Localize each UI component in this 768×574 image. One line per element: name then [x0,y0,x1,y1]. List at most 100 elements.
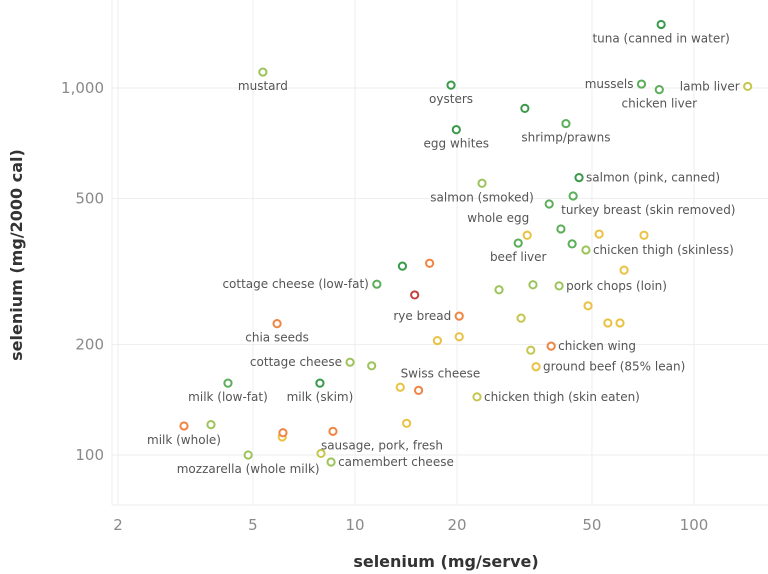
point-label: salmon (pink, canned) [586,171,720,185]
data-point [531,362,541,372]
data-point [316,448,326,459]
data-point [546,341,556,351]
point-label: chicken wing [558,339,636,353]
data-point [243,450,253,460]
y-axis-title: selenium (mg/2000 cal) [7,149,26,361]
point-label: shrimp/prawns [521,131,610,145]
data-point [743,81,753,92]
data-point [568,191,578,201]
data-point [574,172,584,183]
point-label: mozzarella (whole milk) [177,462,320,476]
data-point [206,420,216,430]
y-tick-label: 1,000 [61,79,104,97]
data-point [513,238,523,248]
data-point [451,125,461,135]
data-point [446,80,456,90]
data-point [583,301,593,311]
x-tick-label: 2 [113,516,123,534]
data-point [528,280,538,290]
y-tick-label: 100 [75,446,104,464]
data-point [654,85,664,95]
data-point [526,345,536,355]
point-label: lamb liver [680,79,740,93]
point-label: ground beef (85% lean) [543,360,685,374]
tick-labels: 2 5 10 20 50 100 100 200 500 1,000 [61,79,708,534]
data-point [326,457,336,467]
data-point [395,382,405,392]
data-point [410,290,420,300]
point-label: cottage cheese [250,355,342,369]
gridlines [111,0,768,506]
data-point [477,178,487,188]
data-point [556,224,566,234]
data-point [520,103,530,113]
data-point [179,421,189,431]
data-point [272,319,282,329]
data-point [615,318,625,328]
y-tick-label: 200 [75,336,104,354]
point-label: mustard [238,79,288,93]
data-point [561,118,571,129]
data-point [425,258,435,268]
data-point [636,79,647,89]
data-point [278,428,288,438]
data-point [603,318,613,328]
x-tick-label: 100 [680,516,709,534]
x-tick-label: 5 [248,516,258,534]
point-label: turkey breast (skin removed) [561,203,735,217]
data-point [372,279,382,289]
data-point [345,357,355,367]
data-points [179,19,753,467]
data-point [432,335,442,346]
point-label: chicken thigh (skin eaten) [484,390,640,404]
data-point [494,285,504,295]
data-point [223,378,233,388]
data-point [402,418,412,428]
data-point [544,199,554,209]
point-label: milk (whole) [147,433,221,447]
data-point [567,239,577,249]
data-point [581,245,591,255]
y-tick-label: 500 [75,189,104,207]
data-point [619,265,629,275]
data-point [328,426,338,436]
point-label: egg whites [424,137,490,151]
point-label: salmon (smoked) [430,190,534,204]
point-label: whole egg [467,211,529,225]
point-label: chia seeds [245,331,309,345]
point-labels: tuna (canned in water) mussels chicken liv… [147,31,740,476]
point-label: camembert cheese [338,455,454,469]
x-tick-label: 10 [345,516,364,534]
data-point [516,313,526,323]
data-point [367,361,377,371]
point-label: tuna (canned in water) [592,31,729,45]
x-axis-title: selenium (mg/serve) [353,552,538,571]
data-point [413,385,424,395]
data-point [594,229,604,239]
point-label: rye bread [393,309,451,323]
data-point [522,230,532,240]
data-point [472,392,482,402]
x-tick-label: 50 [582,516,601,534]
point-label: Swiss cheese [401,366,481,380]
point-label: beef liver [490,250,547,264]
point-label: cottage cheese (low-fat) [222,277,368,291]
data-point [315,378,325,388]
x-tick-label: 20 [448,516,467,534]
point-label: chicken thigh (skinless) [593,243,734,257]
data-point [397,261,408,271]
data-point [656,19,666,30]
data-point [454,332,464,342]
data-point [554,281,564,291]
point-label: milk (low-fat) [188,390,268,404]
point-label: oysters [429,92,473,106]
point-label: chicken liver [622,97,698,111]
data-point [639,230,649,240]
point-label: mussels [585,77,634,91]
point-label: pork chops (loin) [566,279,667,293]
data-point [258,67,268,77]
data-point [454,311,464,321]
point-label: sausage, pork, fresh [321,438,443,452]
point-label: milk (skim) [287,390,354,404]
